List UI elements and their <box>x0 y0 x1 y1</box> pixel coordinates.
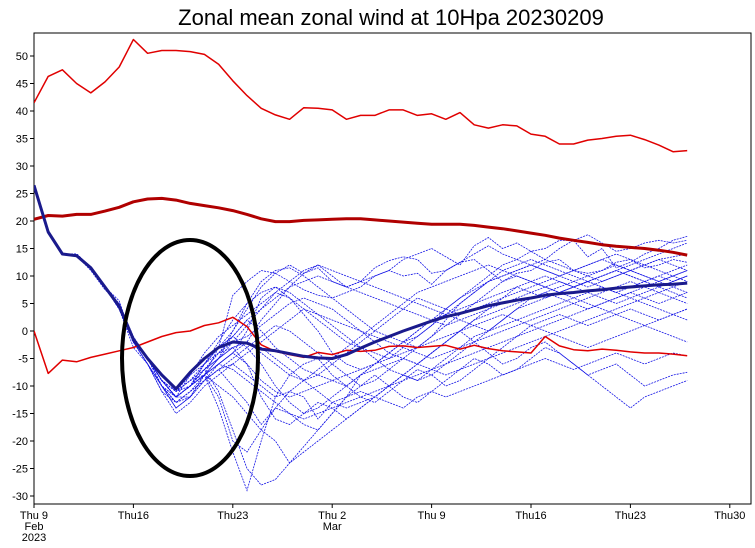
y-tick-label: -10 <box>12 381 28 393</box>
x-tick-label: Thu 2 <box>318 510 346 522</box>
y-tick-label: 5 <box>22 299 28 311</box>
y-tick-label: -5 <box>18 354 28 366</box>
highlight-ellipse <box>120 238 260 478</box>
y-tick-label: -20 <box>12 436 28 448</box>
chart-title: Zonal mean zonal wind at 10Hpa 20230209 <box>178 5 604 30</box>
x-tick-label: Thu 9 <box>418 510 446 522</box>
x-tick-label: 2023 <box>22 532 46 544</box>
ensemble-member-24 <box>34 187 688 409</box>
y-tick-label: -15 <box>12 409 28 421</box>
ensemble-member-23 <box>34 187 688 398</box>
y-tick-label: 25 <box>16 189 28 201</box>
x-tick-label: Mar <box>323 521 342 533</box>
y-tick-label: 40 <box>16 106 28 118</box>
axes: -30 -25 -20 -15 -10 -5 0 5 10 15 20 25 30 35 40 45 50 Thu… <box>12 51 745 544</box>
plot-frame <box>33 32 752 505</box>
ensemble-member-15 <box>34 187 688 409</box>
y-tick-label: 20 <box>16 216 28 228</box>
series-lines <box>34 38 688 391</box>
y-tick-label: 0 <box>22 326 28 338</box>
y-tick-label: 45 <box>16 79 28 91</box>
ensemble-member-11 <box>34 187 688 398</box>
ensemble-member-5 <box>34 187 688 425</box>
y-tick-label: -30 <box>12 491 28 503</box>
ensemble-member-19 <box>34 187 688 415</box>
x-tick-label: Feb <box>25 521 44 533</box>
x-tick-label: Thu23 <box>217 510 248 522</box>
series-line-2 <box>34 196 688 257</box>
series-line-4 <box>34 184 688 391</box>
y-tick-label: 35 <box>16 134 28 146</box>
x-tick-label: Thu 9 <box>20 510 48 522</box>
x-tick-label: Thu16 <box>118 510 149 522</box>
y-tick-label: 10 <box>16 271 28 283</box>
ensemble-member-12 <box>34 187 688 403</box>
x-tick-label: Thu23 <box>615 510 646 522</box>
ensemble-member-17 <box>34 187 688 420</box>
ensemble-member-18 <box>34 187 688 398</box>
y-tick-label: 50 <box>16 51 28 63</box>
ensemble-member-25 <box>34 187 688 398</box>
y-tick-label: -25 <box>12 464 28 476</box>
ensemble-member-lines <box>34 187 688 492</box>
y-tick-label: 15 <box>16 244 28 256</box>
series-line-1 <box>34 38 688 153</box>
series-line-3 <box>34 316 688 375</box>
x-tick-label: Thu30 <box>714 510 745 522</box>
x-tick-label: Thu16 <box>515 510 546 522</box>
ensemble-member-9 <box>34 187 688 486</box>
y-tick-label: 30 <box>16 161 28 173</box>
ensemble-member-6 <box>34 187 688 426</box>
ensemble-member-22 <box>34 187 688 398</box>
